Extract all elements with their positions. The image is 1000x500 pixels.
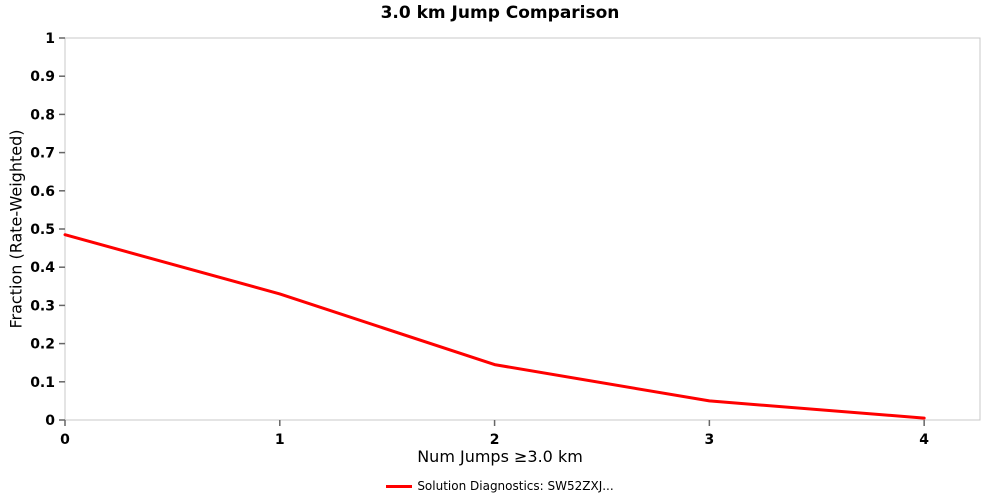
y-tick-label: 0.9 [30,69,55,85]
y-tick-label: 1 [45,31,55,47]
y-axis-label: Fraction (Rate-Weighted) [6,129,26,329]
legend-series-label: Solution Diagnostics: SW52ZXJ... [417,479,614,493]
x-tick-label: 0 [60,432,70,448]
x-tick-label: 3 [704,432,714,448]
series-line [63,233,926,420]
y-tick-label: 0.8 [30,107,55,123]
y-tick-label: 0.6 [30,184,55,200]
y-tick-label: 0.3 [30,298,55,314]
plot-area: 0 0.1 0.2 0.3 0.4 0.5 0.6 0.7 0.8 0.9 1 0 1 2 3 4 [30,31,981,448]
y-tick-label: 0 [45,413,55,429]
y-tick-label: 0.4 [30,260,55,276]
chart-title: 3.0 km Jump Comparison [380,3,620,23]
legend: Solution Diagnostics: SW52ZXJ... [0,479,1000,493]
x-axis-label: Num Jumps ≥3.0 km [417,447,583,466]
y-tick-label: 0.5 [30,222,55,238]
y-tick-label: 0.7 [30,146,55,162]
x-tick-label: 1 [275,432,285,448]
y-tick-label: 0.2 [30,337,55,353]
plot-border [64,37,981,421]
x-tick-label: 4 [919,432,929,448]
legend-line-swatch [386,484,413,488]
y-tick-label: 0.1 [30,375,55,391]
x-tick-label: 2 [490,432,500,448]
